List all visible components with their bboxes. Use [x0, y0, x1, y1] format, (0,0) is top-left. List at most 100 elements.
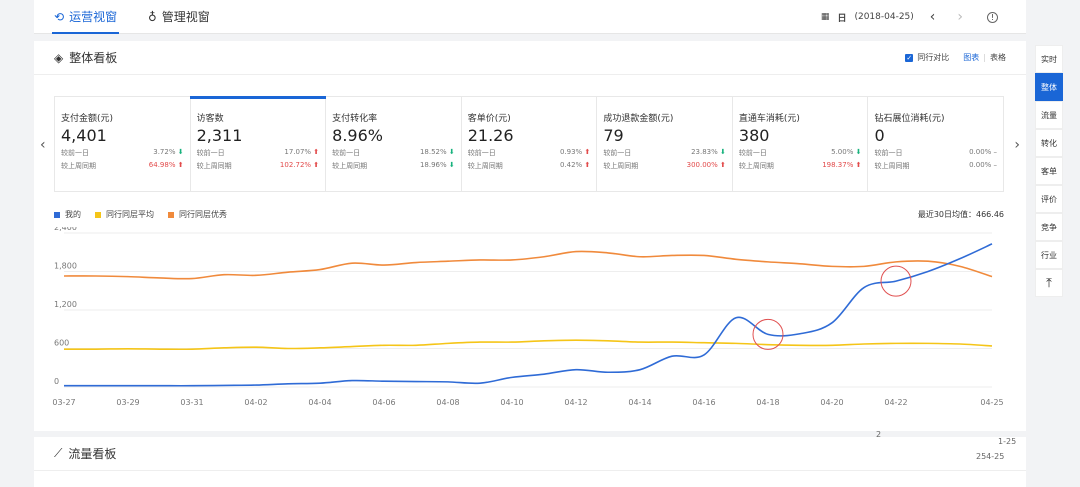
- line-chart-icon: ⟋: [54, 446, 63, 460]
- tab-management[interactable]: ♁ 管理视窗: [148, 8, 210, 25]
- sidebar-item[interactable]: 整体: [1035, 73, 1063, 101]
- sidebar-item[interactable]: 实时: [1035, 45, 1063, 73]
- kpi-label: 支付转化率: [332, 114, 378, 124]
- highlight-circle: [752, 318, 784, 350]
- y-tick-label: 2,400: [54, 227, 77, 232]
- kpi-value: 21.26: [467, 126, 514, 145]
- kpi-compare-week: 较上周同期 102.72%: [197, 161, 320, 171]
- next-date-icon[interactable]: ›: [957, 9, 963, 25]
- kpi-compare-week: 较上周同期 300.00%: [603, 161, 726, 171]
- series-line-0: [64, 243, 993, 387]
- peer-compare-checkbox[interactable]: ✓: [905, 53, 914, 62]
- calendar-icon: ▦: [820, 12, 830, 22]
- prev-date-icon[interactable]: ‹: [929, 9, 936, 25]
- tab-management-label: 管理视窗: [161, 10, 210, 24]
- kpi-value: 4,401: [61, 126, 107, 145]
- top-bar: ⟲ 运营视窗 ♁ 管理视窗 ▦ 日 (2018-04-25) ‹ › !: [34, 0, 1026, 34]
- kpi-value: 8.96%: [332, 126, 383, 145]
- kpi-compare-week: 较上周同期 198.37%: [739, 161, 862, 171]
- traffic-panel: ⟋ 流量看板: [34, 437, 1026, 487]
- kpi-value: 79: [603, 126, 624, 145]
- x-tick-label: 04-20: [820, 398, 843, 407]
- kpi-compare-week: 较上周同期 64.98%: [61, 161, 184, 171]
- medal-icon: ♁: [148, 9, 157, 24]
- sidebar-item[interactable]: 转化: [1035, 129, 1063, 157]
- info-icon[interactable]: !: [987, 11, 998, 23]
- y-tick-label: 1,200: [54, 300, 77, 309]
- x-tick-label: 04-18: [756, 398, 779, 407]
- legend-item-peer-excellent[interactable]: 同行同层优秀: [168, 209, 227, 220]
- traffic-title: 流量看板: [68, 447, 117, 461]
- avg-30day: 最近30日均值：466.46: [917, 210, 1004, 219]
- x-tick-label: 04-16: [692, 398, 715, 407]
- kpi-value: 380: [738, 126, 770, 145]
- peer-compare-label: 同行对比: [917, 53, 950, 62]
- date-value: (2018-04-25): [854, 12, 914, 22]
- kpi-label: 直通车消耗(元): [738, 114, 800, 124]
- date-picker[interactable]: ▦ 日 (2018-04-25) ‹ › !: [821, 9, 998, 25]
- kpi-value: 0: [874, 126, 885, 145]
- legend-item-peer-avg[interactable]: 同行同层平均: [95, 209, 154, 220]
- kpi-compare-day: 较前一日 3.72%: [61, 148, 184, 158]
- kpi-compare-day: 较前一日 17.07%: [197, 148, 320, 158]
- kpi-label: 访客数: [196, 114, 224, 124]
- kpi-label: 客单价(元): [467, 114, 511, 124]
- x-tick-label: 04-25: [980, 398, 1003, 407]
- x-tick-label: 03-31: [180, 398, 203, 407]
- y-tick-label: 600: [54, 339, 69, 348]
- stray-text-a: 2: [876, 430, 882, 439]
- trend-chart: 0 600 1,200 1,800 2,400 03-27 03-29 03-31 04-02 0…: [52, 227, 1003, 407]
- sidebar-item[interactable]: 客单: [1035, 157, 1063, 185]
- kpi-value: 2,311: [196, 126, 243, 145]
- view-chart-link[interactable]: 图表: [963, 53, 980, 62]
- sidebar-item[interactable]: 行业: [1035, 241, 1063, 269]
- kpi-prev-icon[interactable]: ‹: [40, 137, 46, 153]
- kpi-compare-day: 较前一日 23.83%: [603, 148, 726, 158]
- x-tick-label: 04-14: [628, 398, 651, 407]
- sidebar-item[interactable]: 流量: [1035, 101, 1063, 129]
- right-sidebar: 实时 整体 流量 转化 客单 评价 竞争 行业 ⤒: [1035, 45, 1063, 297]
- kpi-next-icon[interactable]: ›: [1014, 137, 1020, 153]
- highlight-circle: [880, 265, 912, 297]
- stray-text-b: 1-25: [998, 437, 1017, 446]
- chart-legend: 我的 同行同层平均 同行同层优秀: [54, 209, 227, 220]
- sidebar-item[interactable]: 评价: [1035, 185, 1063, 213]
- back-to-top-icon[interactable]: ⤒: [1035, 269, 1063, 297]
- kpi-compare-week: 较上周同期 18.96%: [332, 161, 455, 171]
- legend-item-mine[interactable]: 我的: [54, 209, 81, 220]
- layers-icon: ◈: [54, 50, 64, 65]
- day-label: 日: [837, 13, 847, 24]
- sidebar-item[interactable]: 竞争: [1035, 213, 1063, 241]
- x-tick-label: 04-08: [436, 398, 459, 407]
- x-tick-label: 04-04: [308, 398, 331, 407]
- kpi-label: 钻石展位消耗(元): [874, 114, 945, 124]
- x-tick-label: 04-10: [500, 398, 523, 407]
- view-table-link[interactable]: 表格: [990, 53, 1006, 62]
- kpi-compare-week: 较上周同期 0.00%: [874, 161, 997, 171]
- x-tick-label: 03-29: [116, 398, 139, 407]
- x-tick-label: 03-27: [52, 398, 75, 407]
- kpi-compare-week: 较上周同期 0.42%: [468, 161, 591, 171]
- x-tick-label: 04-22: [884, 398, 907, 407]
- stray-text-c: 254-25: [976, 452, 1005, 461]
- kpi-compare-day: 较前一日 18.52%: [332, 148, 455, 158]
- x-tick-label: 04-02: [244, 398, 267, 407]
- kpi-compare-day: 较前一日 5.00%: [739, 148, 862, 158]
- x-tick-label: 04-12: [564, 398, 587, 407]
- overview-title: 整体看板: [69, 51, 118, 65]
- kpi-label: 成功退款金额(元): [603, 114, 674, 124]
- kpi-compare-day: 较前一日 0.00%: [874, 148, 997, 158]
- y-tick-label: 1,800: [54, 262, 77, 271]
- y-tick-label: 0: [54, 377, 59, 386]
- kpi-label: 支付金额(元): [61, 114, 114, 124]
- tab-operations[interactable]: ⟲ 运营视窗: [51, 8, 120, 34]
- overview-header: ◈ 整体看板 ✓ 同行对比 图表 | 表格: [34, 41, 1026, 75]
- view-separator: |: [983, 53, 986, 62]
